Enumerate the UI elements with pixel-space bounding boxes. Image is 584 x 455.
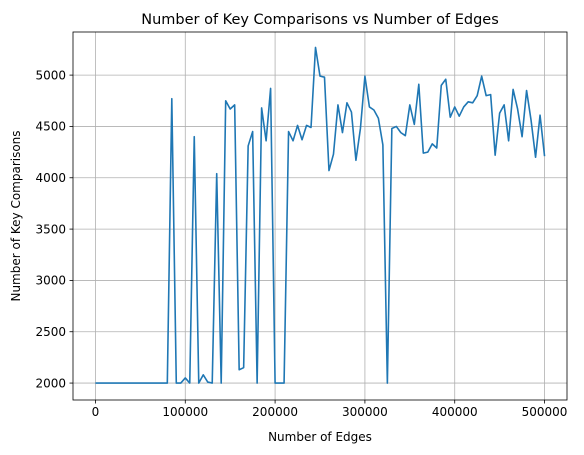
y-tick-label: 5000	[35, 68, 66, 82]
x-tick-label: 0	[92, 405, 100, 419]
plot-area-frame	[72, 31, 568, 401]
ticks: 0 100000 200000 300000 400000 500000 2000 2500 3…	[35, 68, 567, 419]
chart-title: Number of Key Comparisons vs Number of E…	[141, 12, 499, 28]
y-tick-label: 4000	[35, 171, 66, 185]
x-tick-label: 100000	[162, 405, 208, 419]
x-tick-label: 300000	[342, 405, 388, 419]
series-layer	[95, 46, 546, 384]
x-tick-label: 200000	[252, 405, 298, 419]
x-axis-label: Number of Edges	[268, 430, 372, 444]
series-line	[95, 46, 546, 384]
y-axis-label: Number of Key Comparisons	[9, 130, 23, 301]
y-tick-label: 2500	[35, 325, 66, 339]
x-tick-label: 400000	[432, 405, 478, 419]
y-tick-label: 4500	[35, 120, 66, 134]
y-tick-label: 2000	[35, 376, 66, 390]
y-tick-label: 3500	[35, 222, 66, 236]
y-tick-label: 3000	[35, 274, 66, 288]
x-tick-label: 500000	[522, 405, 568, 419]
